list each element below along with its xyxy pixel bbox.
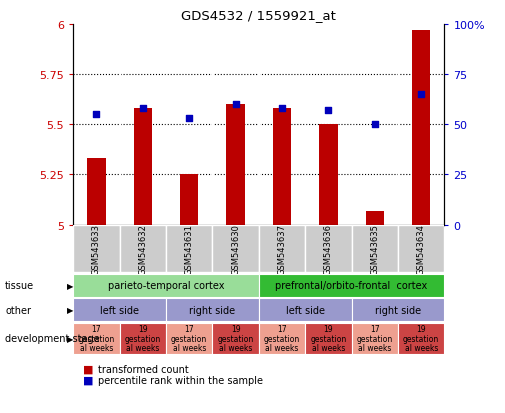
Text: transformed count: transformed count [98,364,189,374]
Bar [120,225,166,273]
Text: 17
gestation
al weeks: 17 gestation al weeks [264,324,300,353]
Text: GSM543631: GSM543631 [185,223,194,274]
Text: GSM543635: GSM543635 [370,223,379,274]
Text: 17
gestation
al weeks: 17 gestation al weeks [171,324,208,353]
Bar [213,225,259,273]
Text: right side: right side [375,305,421,315]
Text: 17
gestation
al weeks: 17 gestation al weeks [357,324,393,353]
Title: GDS4532 / 1559921_at: GDS4532 / 1559921_at [181,9,336,22]
Bar [351,323,398,354]
Text: tissue: tissue [5,280,34,291]
Text: GSM543634: GSM543634 [417,223,426,274]
Bar [226,105,245,225]
Text: 19
gestation
al weeks: 19 gestation al weeks [403,324,439,353]
Bar [120,323,166,354]
Text: prefrontal/orbito-frontal  cortex: prefrontal/orbito-frontal cortex [276,280,428,291]
Bar [319,125,338,225]
Text: parieto-temporal cortex: parieto-temporal cortex [108,280,224,291]
Text: ▶: ▶ [67,281,74,290]
Bar [87,159,106,225]
Text: ■: ■ [83,375,94,385]
Bar [180,175,198,225]
Point [232,102,240,108]
Point [278,106,286,112]
Bar [259,299,351,321]
Bar [166,225,213,273]
Text: ▶: ▶ [67,334,74,343]
Point [185,116,193,122]
Point [92,112,100,118]
Text: right side: right side [189,305,235,315]
Text: ▶: ▶ [67,306,74,314]
Text: ■: ■ [83,364,94,374]
Bar [166,299,259,321]
Text: development stage: development stage [5,333,99,344]
Text: 17
gestation
al weeks: 17 gestation al weeks [78,324,115,353]
Bar [73,225,120,273]
Bar [259,323,305,354]
Bar [73,274,259,297]
Text: GSM543633: GSM543633 [92,223,101,274]
Text: percentile rank within the sample: percentile rank within the sample [98,375,264,385]
Bar [273,109,291,225]
Bar [133,109,152,225]
Text: GSM543632: GSM543632 [138,223,147,274]
Text: GSM543636: GSM543636 [324,223,333,274]
Point [324,108,332,114]
Bar [73,323,120,354]
Text: 19
gestation
al weeks: 19 gestation al weeks [310,324,346,353]
Point [371,122,379,128]
Bar [366,211,384,225]
Bar [259,225,305,273]
Text: other: other [5,305,31,315]
Text: left side: left side [286,305,325,315]
Bar [412,31,430,225]
Bar [213,323,259,354]
Bar [351,225,398,273]
Bar [305,225,351,273]
Bar [305,323,351,354]
Text: GSM543637: GSM543637 [278,223,286,274]
Bar [398,323,444,354]
Bar [351,299,444,321]
Bar [259,274,444,297]
Text: left side: left side [100,305,139,315]
Bar [166,323,213,354]
Point [417,92,425,98]
Text: 19
gestation
al weeks: 19 gestation al weeks [125,324,161,353]
Bar [73,299,166,321]
Text: GSM543630: GSM543630 [231,223,240,274]
Bar [398,225,444,273]
Point [139,106,147,112]
Text: 19
gestation
al weeks: 19 gestation al weeks [218,324,254,353]
